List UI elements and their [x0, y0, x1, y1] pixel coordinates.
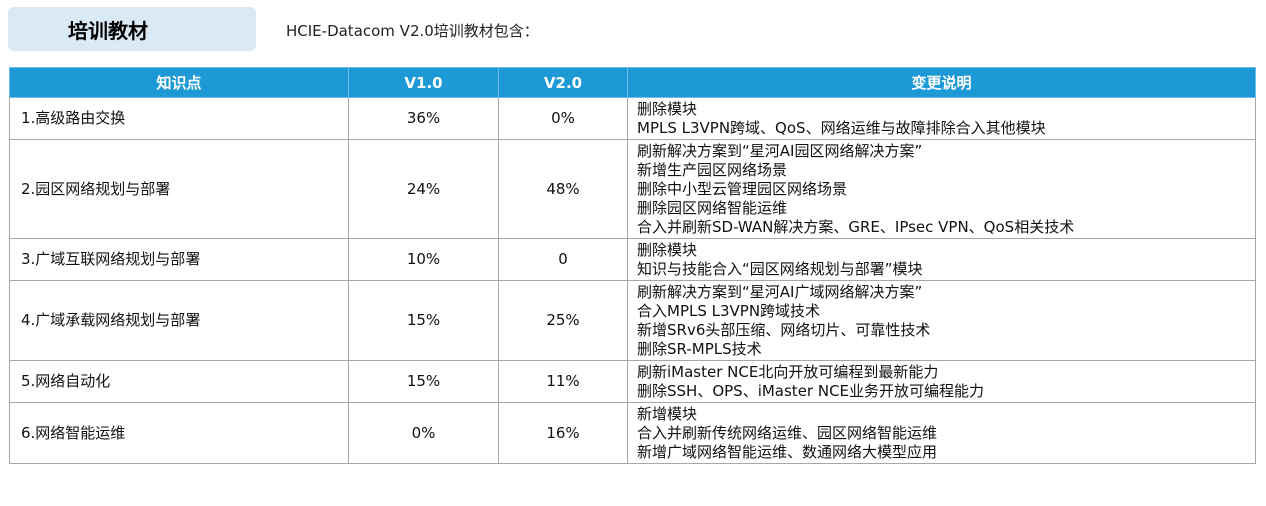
change-line: MPLS L3VPN跨域、QoS、网络运维与故障排除合入其他模块 [637, 119, 1046, 137]
change-line: 删除SSH、OPS、iMaster NCE业务开放可编程能力 [637, 382, 985, 400]
change-line: 刷新iMaster NCE北向开放可编程到最新能力 [637, 363, 939, 381]
cell-changes: 刷新解决方案到“星河AI广域网络解决方案” 合入MPLS L3VPN跨域技术 新增S… [627, 280, 1256, 361]
cell-topic: 6.网络智能运维 [9, 402, 349, 464]
change-line: 刷新解决方案到“星河AI园区网络解决方案” [637, 142, 923, 160]
table-header-row: 知识点 V1.0 V2.0 变更说明 [9, 67, 1256, 98]
header-v1: V1.0 [348, 67, 499, 98]
table-body: 1.高级路由交换 36% 0% 删除模块 MPLS L3VPN跨域、QoS、网络运维与故… [9, 97, 1256, 464]
section-badge: 培训教材 [8, 7, 256, 51]
cell-v2: 11% [498, 360, 628, 403]
table-row: 3.广域互联网络规划与部署 10% 0 删除模块 知识与技能合入“园区网络规划与部署”模… [9, 238, 1256, 281]
cell-v1: 15% [348, 360, 499, 403]
cell-v1: 10% [348, 238, 499, 281]
cell-changes: 删除模块 MPLS L3VPN跨域、QoS、网络运维与故障排除合入其他模块 [627, 97, 1256, 140]
cell-topic: 4.广域承载网络规划与部署 [9, 280, 349, 361]
cell-v1: 0% [348, 402, 499, 464]
curriculum-table: 知识点 V1.0 V2.0 变更说明 1.高级路由交换 36% 0% 删除模块 MPLS… [9, 67, 1256, 464]
cell-v2: 16% [498, 402, 628, 464]
change-line: 合入并刷新传统网络运维、园区网络智能运维 [637, 424, 938, 442]
section-badge-label: 培训教材 [68, 18, 148, 43]
cell-v2: 0% [498, 97, 628, 140]
change-line: 新增生产园区网络场景 [637, 161, 788, 179]
change-line: 删除中小型云管理园区网络场景 [637, 180, 848, 198]
header-topic: 知识点 [9, 67, 349, 98]
cell-v2: 0 [498, 238, 628, 281]
cell-changes: 刷新iMaster NCE北向开放可编程到最新能力 删除SSH、OPS、iMast… [627, 360, 1256, 403]
header-v2: V2.0 [498, 67, 628, 98]
change-line: 合入MPLS L3VPN跨域技术 [637, 302, 821, 320]
cell-changes: 删除模块 知识与技能合入“园区网络规划与部署”模块 [627, 238, 1256, 281]
cell-v1: 24% [348, 139, 499, 239]
cell-topic: 2.园区网络规划与部署 [9, 139, 349, 239]
change-line: 合入并刷新SD-WAN解决方案、GRE、IPsec VPN、QoS相关技术 [637, 218, 1075, 236]
cell-v1: 15% [348, 280, 499, 361]
cell-topic: 3.广域互联网络规划与部署 [9, 238, 349, 281]
table-row: 1.高级路由交换 36% 0% 删除模块 MPLS L3VPN跨域、QoS、网络运维与故… [9, 97, 1256, 140]
change-line: 删除模块 [637, 100, 698, 118]
intro-text: HCIE-Datacom V2.0培训教材包含： [286, 22, 539, 40]
cell-v1: 36% [348, 97, 499, 140]
change-line: 删除模块 [637, 241, 698, 259]
table-row: 4.广域承载网络规划与部署 15% 25% 刷新解决方案到“星河AI广域网络解决方案”… [9, 280, 1256, 361]
change-line: 新增广域网络智能运维、数通网络大模型应用 [637, 443, 938, 461]
change-line: 新增模块 [637, 405, 698, 423]
change-line: 新增SRv6头部压缩、网络切片、可靠性技术 [637, 321, 931, 339]
cell-v2: 25% [498, 280, 628, 361]
change-line: 删除SR-MPLS技术 [637, 340, 762, 358]
table-row: 2.园区网络规划与部署 24% 48% 刷新解决方案到“星河AI园区网络解决方案” 新增… [9, 139, 1256, 239]
cell-changes: 新增模块 合入并刷新传统网络运维、园区网络智能运维 新增广域网络智能运维、数通网络大… [627, 402, 1256, 464]
change-line: 刷新解决方案到“星河AI广域网络解决方案” [637, 283, 923, 301]
cell-topic: 1.高级路由交换 [9, 97, 349, 140]
change-line: 删除园区网络智能运维 [637, 199, 788, 217]
cell-v2: 48% [498, 139, 628, 239]
cell-changes: 刷新解决方案到“星河AI园区网络解决方案” 新增生产园区网络场景 删除中小型云管理园… [627, 139, 1256, 239]
table-row: 6.网络智能运维 0% 16% 新增模块 合入并刷新传统网络运维、园区网络智能运维 新增广… [9, 402, 1256, 464]
header-changes: 变更说明 [627, 67, 1256, 98]
cell-topic: 5.网络自动化 [9, 360, 349, 403]
table-row: 5.网络自动化 15% 11% 刷新iMaster NCE北向开放可编程到最新能力 删除… [9, 360, 1256, 403]
change-line: 知识与技能合入“园区网络规划与部署”模块 [637, 260, 923, 278]
